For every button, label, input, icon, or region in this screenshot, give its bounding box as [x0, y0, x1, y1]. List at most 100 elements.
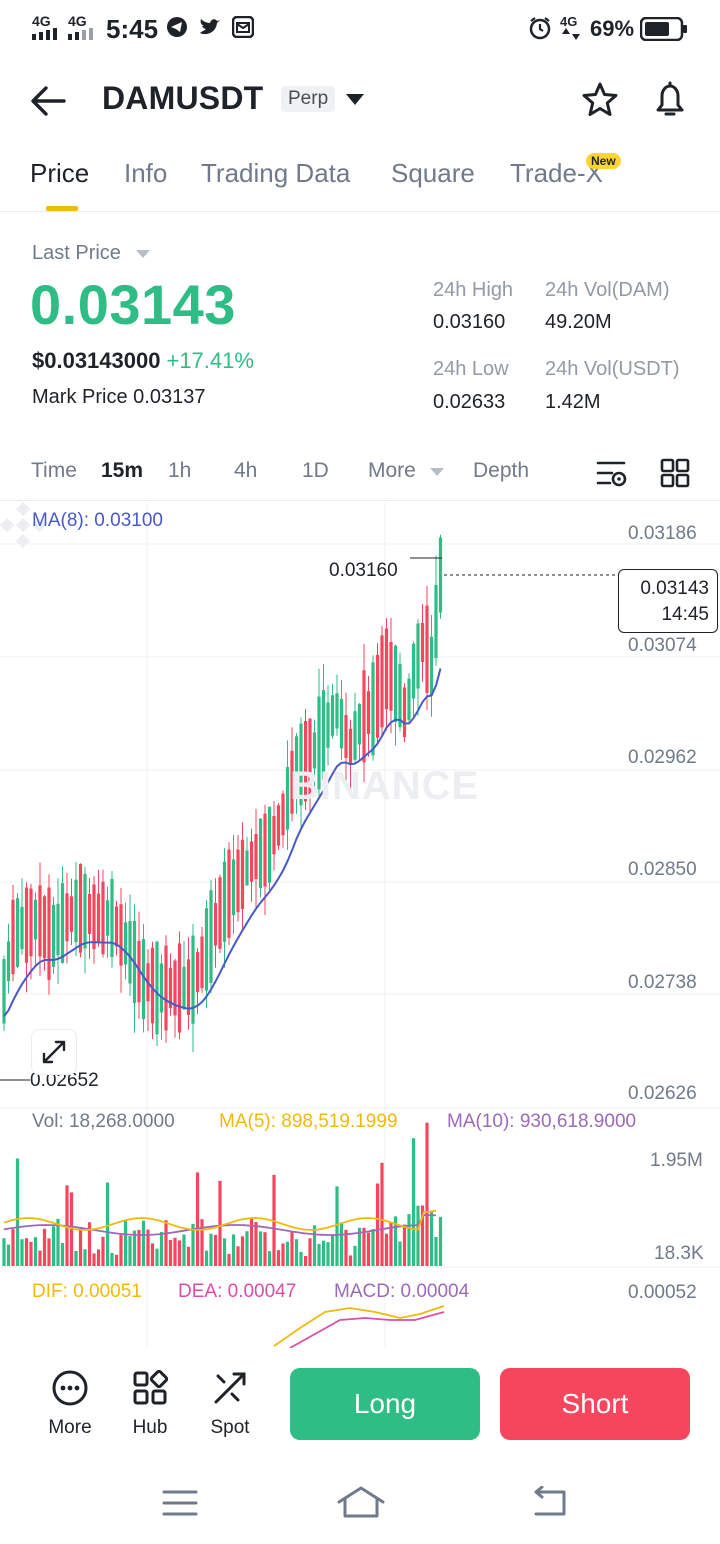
interval-time[interactable]: Time [31, 459, 77, 482]
home-icon[interactable] [336, 1484, 386, 1520]
candle-body [254, 834, 258, 880]
tab-square[interactable]: Square [391, 158, 475, 188]
volume-bar [420, 1205, 425, 1266]
data-arrows-icon [562, 28, 580, 40]
low-24h-value: 0.02633 [433, 391, 506, 413]
volume-bar [384, 1233, 389, 1266]
volume-bar [236, 1246, 240, 1266]
candle-body [128, 921, 132, 984]
candle-body [11, 899, 15, 975]
short-button[interactable]: Short [500, 1368, 690, 1440]
tab-info[interactable]: Info [124, 158, 168, 188]
back-arrow-icon[interactable] [30, 84, 66, 118]
tab-trading-data[interactable]: Trading Data [201, 158, 351, 188]
interval-4h[interactable]: 4h [234, 459, 258, 482]
volume-bar [173, 1237, 177, 1266]
back-nav-icon[interactable] [530, 1486, 570, 1518]
volume-ma5-label: MA(5): 898,519.1999 [219, 1111, 398, 1132]
volume-bar [29, 1241, 33, 1266]
volume-bar [128, 1236, 132, 1266]
candle-body [74, 879, 78, 943]
volume-bar [200, 1219, 204, 1266]
vol-usdt-value: 1.42M [545, 391, 601, 413]
volume-bar [11, 1229, 15, 1266]
last-price-label[interactable]: Last Price [32, 242, 121, 264]
layout-grid-icon[interactable] [660, 458, 690, 488]
volume-bar [335, 1186, 339, 1266]
volume-bar [56, 1218, 60, 1266]
candle-body [371, 662, 375, 756]
candle-body [290, 750, 294, 814]
volume-min-label: 18.3K [654, 1243, 704, 1264]
volume-bar [330, 1235, 335, 1266]
candle-body [245, 850, 249, 886]
dif-label: DIF: 0.00051 [32, 1281, 142, 1302]
candle-body [420, 623, 425, 662]
volume-bar [24, 1238, 29, 1266]
volume-bar [425, 1122, 429, 1266]
candle-body [294, 736, 299, 799]
candle-body [339, 699, 344, 749]
volume-bar [267, 1251, 272, 1266]
symbol-dropdown-icon[interactable] [346, 94, 364, 105]
last-price-dropdown-icon[interactable] [136, 250, 150, 258]
menu-icon[interactable] [162, 1488, 198, 1518]
candle-body [299, 723, 303, 806]
long-button[interactable]: Long [290, 1368, 480, 1440]
interval-15m[interactable]: 15m [101, 459, 144, 482]
volume-bar [87, 1222, 92, 1266]
volume-bar [317, 1243, 321, 1266]
last-price-value: 0.03143 [30, 273, 236, 336]
symbol-title[interactable]: DAMUSDT [102, 80, 264, 116]
candle-body [321, 690, 326, 780]
candle-body [335, 693, 339, 729]
interval-depth[interactable]: Depth [473, 459, 530, 482]
candle-body [209, 890, 213, 983]
volume-bar [6, 1244, 11, 1266]
volume-bar [51, 1226, 56, 1266]
indicator-settings-icon[interactable] [596, 459, 628, 489]
candle-body [2, 959, 6, 1024]
dif-line [273, 1305, 445, 1347]
more-dots-icon [52, 1370, 88, 1406]
interval-1h[interactable]: 1h [168, 459, 192, 482]
volume-bar [240, 1236, 245, 1266]
interval-more[interactable]: More [368, 459, 416, 482]
more-action[interactable]: More [38, 1368, 102, 1439]
volume-bar [231, 1234, 236, 1266]
candle-body [357, 703, 362, 745]
candle-body [227, 849, 231, 938]
interval-1d[interactable]: 1D [302, 459, 329, 482]
more-dropdown-icon[interactable] [430, 468, 444, 476]
candle-body [429, 636, 434, 696]
spot-action[interactable]: Spot [198, 1368, 262, 1439]
network-3-label: 4G [560, 14, 578, 29]
volume-bar [339, 1222, 344, 1266]
candle-countdown: 14:45 [661, 604, 709, 625]
volume-bar [137, 1229, 141, 1266]
hub-action[interactable]: Hub [118, 1368, 182, 1439]
current-price-tag-value: 0.03143 [640, 578, 709, 599]
favorite-star-icon[interactable] [580, 80, 620, 120]
volume-max-label: 1.95M [650, 1150, 703, 1171]
y-axis-label-2: 0.03074 [628, 635, 697, 656]
tab-price[interactable]: Price [30, 158, 90, 188]
candle-body [303, 721, 308, 802]
kline-chart[interactable]: BINANCE MA(8): 0.03100 0.03186 0.03074 0… [0, 502, 720, 1348]
candle-body [398, 663, 402, 728]
candle-body [281, 793, 285, 836]
candle-body [200, 936, 204, 989]
volume-bar [263, 1232, 267, 1266]
candle-body [375, 654, 380, 738]
kline-chart-canvas [0, 502, 720, 1348]
bell-icon[interactable] [650, 80, 690, 120]
volume-bar [186, 1246, 191, 1266]
volume-bar [60, 1243, 65, 1266]
fullscreen-button[interactable] [31, 1029, 77, 1075]
candle-body [177, 943, 182, 1033]
usd-price: $0.03143000 [32, 348, 161, 373]
twitter-icon [200, 19, 220, 35]
volume-bar [258, 1231, 263, 1266]
signal-1-icon [32, 28, 57, 40]
y-axis-label-3: 0.02962 [628, 747, 697, 768]
